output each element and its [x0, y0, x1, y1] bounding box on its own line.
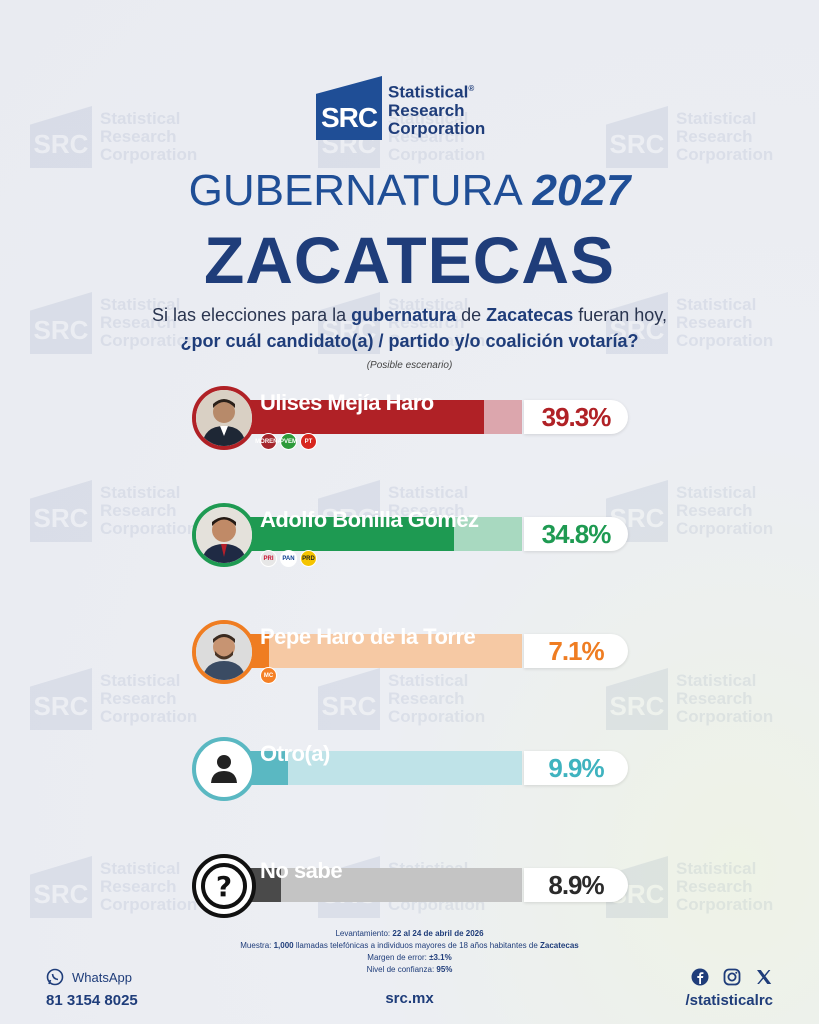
logo-line2: Research: [388, 101, 465, 120]
option-avatar-no-sabe: ?: [192, 854, 256, 918]
social-handle[interactable]: /statisticalrc: [685, 992, 773, 1009]
facebook-icon[interactable]: [691, 968, 709, 986]
registered-mark: ®: [468, 84, 475, 94]
scenario-note: (Posible escenario): [366, 360, 453, 371]
bar-label-no-sabe: No sabe: [260, 858, 343, 883]
error-label: Margen de error:: [367, 953, 430, 962]
pt-logo-icon: PT: [300, 433, 317, 450]
value-label-ulises: 39.3%: [524, 400, 628, 434]
bar-label-ulises: Ulises Mejía Haro: [260, 390, 434, 415]
website-link[interactable]: src.mx: [385, 990, 434, 1007]
confidence-value: 95%: [436, 965, 453, 974]
sample-text: llamadas telefónicas a individuos mayore…: [293, 941, 541, 950]
watermark-mark: SRC: [30, 668, 92, 730]
party-logos-ulises: MORENA PVEM PT: [255, 433, 317, 450]
user-icon: [211, 755, 237, 783]
bar-row-pepe: Pepe Haro de la Torre 7.1% MC: [192, 620, 632, 684]
bar-label-pepe: Pepe Haro de la Torre: [260, 624, 476, 649]
confidence-label: Nivel de confianza:: [366, 965, 437, 974]
survey-question: Si las elecciones para la gubernatura de…: [60, 302, 759, 354]
x-twitter-icon[interactable]: [755, 968, 773, 986]
question-text-a: Si las elecciones para la: [152, 305, 352, 325]
social-links: /statisticalrc: [685, 968, 773, 1009]
prd-logo-icon: PRD: [300, 550, 317, 567]
bar-row-ulises: Ulises Mejía Haro 39.3% MORENA PVEM PT: [192, 386, 632, 450]
logo-line3: Corporation: [388, 119, 486, 138]
candidate-avatar-adolfo: [192, 503, 256, 567]
page-title: GUBERNATURA 2027: [0, 166, 819, 216]
question-line2: ¿por cuál candidato(a) / partido y/o coa…: [180, 331, 639, 351]
src-logo: SRC Statistical® Research Corporation: [316, 76, 485, 140]
watermark-mark: SRC: [30, 106, 92, 168]
bar-adolfo: [222, 517, 454, 551]
title-word: GUBERNATURA: [188, 166, 521, 215]
question-text-b: gubernatura: [351, 305, 457, 325]
bar-track: [222, 400, 522, 434]
svg-text:?: ?: [216, 870, 232, 903]
logo-line1: Statistical: [388, 83, 469, 102]
watermark-mark: SRC: [606, 106, 668, 168]
mc-logo-icon: MC: [260, 667, 277, 684]
whatsapp-icon: [46, 968, 64, 986]
survey-value: 22 al 24 de abril de 2026: [392, 929, 484, 938]
person-photo-icon: [196, 390, 252, 446]
sample-count: 1,000: [273, 941, 294, 950]
whatsapp-label: WhatsApp: [72, 969, 132, 985]
watermark-mark: SRC: [30, 856, 92, 918]
src-logo-mark: SRC: [316, 76, 382, 140]
value-label-otro: 9.9%: [524, 751, 628, 785]
whatsapp-number[interactable]: 81 3154 8025: [46, 992, 138, 1009]
value-label-no-sabe: 8.9%: [524, 868, 628, 902]
value-label-pepe: 7.1%: [524, 634, 628, 668]
whatsapp-contact[interactable]: WhatsApp 81 3154 8025: [46, 968, 138, 1009]
party-logos-pepe: MC: [260, 667, 277, 684]
src-logo-name: Statistical® Research Corporation: [388, 80, 485, 140]
question-text-d: Zacatecas: [486, 305, 574, 325]
person-photo-icon: [196, 507, 252, 563]
morena-logo-icon: MORENA: [255, 433, 282, 450]
sample-place: Zacatecas: [540, 941, 579, 950]
bar-row-adolfo: Adolfo Bonilla Gómez 34.8% PRI PAN PRD: [192, 503, 632, 567]
party-logos-adolfo: PRI PAN PRD: [260, 550, 317, 567]
state-title: ZACATECAS: [203, 223, 616, 297]
instagram-icon[interactable]: [723, 968, 741, 986]
question-mark-icon: ?: [201, 863, 247, 909]
value-label-adolfo: 34.8%: [524, 517, 628, 551]
title-year: 2027: [532, 166, 631, 215]
error-value: ±3.1%: [429, 953, 452, 962]
question-text-e: fueran hoy,: [573, 305, 667, 325]
pri-logo-icon: PRI: [260, 550, 277, 567]
bar-label-adolfo: Adolfo Bonilla Gómez: [260, 507, 479, 532]
candidate-avatar-ulises: [192, 386, 256, 450]
bar-row-otro: Otro(a) 9.9%: [192, 737, 632, 801]
bar-label-otro: Otro(a): [260, 741, 330, 766]
sample-label: Muestra:: [240, 941, 274, 950]
bar-ulises: [222, 400, 484, 434]
option-avatar-otro: [192, 737, 256, 801]
question-text-c: de: [456, 305, 487, 325]
pan-logo-icon: PAN: [280, 550, 297, 567]
pvem-logo-icon: PVEM: [280, 433, 297, 450]
person-photo-icon: [196, 624, 252, 680]
candidate-avatar-pepe: [192, 620, 256, 684]
bar-row-no-sabe: ? No sabe 8.9%: [192, 854, 632, 918]
survey-label: Levantamiento:: [335, 929, 393, 938]
bar-track: [222, 517, 522, 551]
watermark-mark: SRC: [30, 480, 92, 542]
survey-methodology: Levantamiento: 22 al 24 de abril de 2026…: [0, 928, 819, 976]
